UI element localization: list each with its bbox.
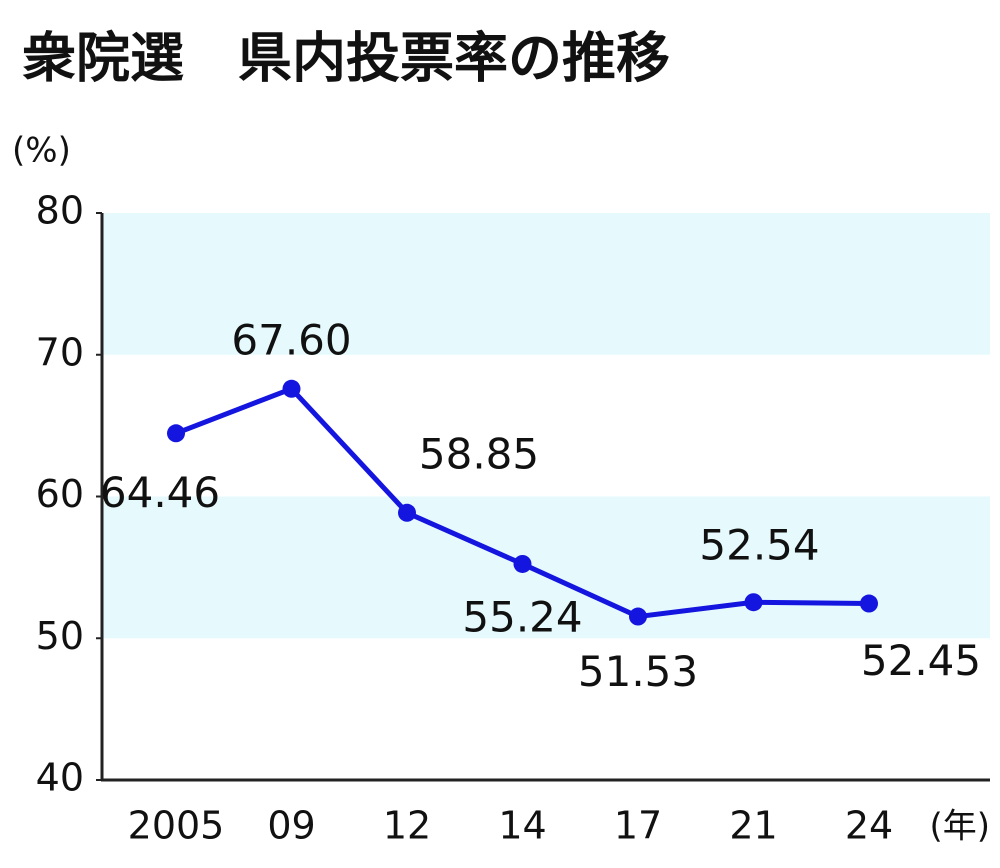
- data-label: 67.60: [231, 315, 351, 364]
- data-label: 52.54: [699, 521, 819, 570]
- x-tick-label: 12: [383, 804, 431, 848]
- y-tick-label: 40: [36, 756, 84, 800]
- band: [102, 213, 990, 355]
- data-label: 52.45: [861, 636, 981, 685]
- data-label: 58.85: [419, 429, 539, 478]
- point: [282, 379, 301, 398]
- x-tick-label: 14: [498, 804, 546, 848]
- band: [102, 496, 990, 639]
- data-label: 64.46: [100, 468, 220, 517]
- x-tick-label: 24: [845, 804, 893, 848]
- x-tick-label: 17: [614, 804, 662, 848]
- data-label: 51.53: [578, 647, 698, 696]
- y-axis-label: (%): [12, 131, 71, 171]
- y-tick-label: 80: [36, 189, 84, 233]
- y-tick-label: 50: [36, 614, 84, 658]
- point: [629, 607, 647, 626]
- point: [513, 554, 532, 573]
- point: [167, 424, 185, 443]
- y-tick-label: 60: [36, 472, 84, 516]
- point: [744, 593, 763, 612]
- y-tick-label: 70: [36, 330, 84, 374]
- x-axis-label: (年): [929, 807, 990, 847]
- point: [398, 503, 416, 522]
- x-tick-label: 21: [729, 804, 777, 848]
- x-tick-label: 2005: [128, 804, 225, 848]
- x-tick-label: 09: [267, 804, 315, 848]
- data-label: 55.24: [462, 592, 582, 641]
- point: [860, 594, 878, 613]
- chart-title: 衆院選 県内投票率の推移: [22, 27, 670, 90]
